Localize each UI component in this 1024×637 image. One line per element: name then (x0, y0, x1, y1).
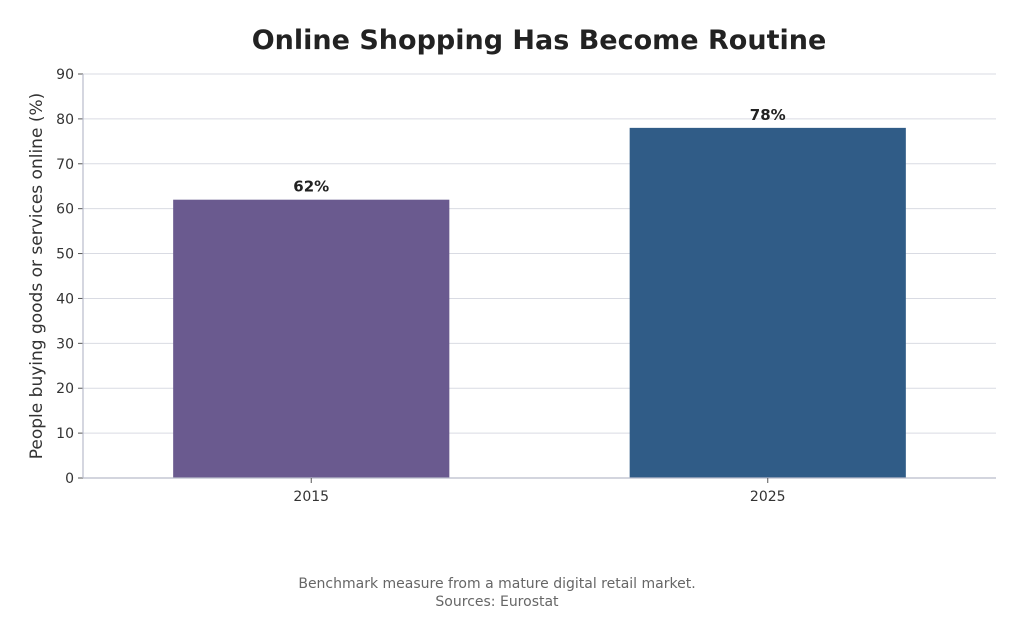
y-axis-label: People buying goods or services online (… (27, 93, 47, 459)
data-labels: 62% 78% (293, 106, 785, 196)
y-tick-label: 30 (56, 336, 74, 352)
data-label-2025: 78% (750, 106, 786, 124)
y-tick-label: 50 (56, 247, 74, 263)
bar-2015 (173, 199, 450, 478)
y-tick-label: 10 (56, 426, 74, 442)
y-tick-label: 0 (65, 471, 74, 487)
x-tick-label: 2025 (750, 489, 786, 505)
y-tick-label: 80 (56, 112, 74, 128)
x-tick-label: 2015 (293, 489, 329, 505)
y-tick-label: 90 (56, 67, 74, 83)
data-label-2015: 62% (293, 178, 329, 196)
footnote-source: Sources: Eurostat (435, 594, 559, 610)
bars (173, 127, 906, 478)
y-tick-label: 60 (56, 202, 74, 218)
footnote-text: Benchmark measure from a mature digital … (298, 576, 696, 592)
y-tick-label: 20 (56, 381, 74, 397)
y-tick-label: 40 (56, 291, 74, 307)
bar-2025 (629, 127, 906, 478)
y-tick-label: 70 (56, 157, 74, 173)
axes: 0 10 20 30 40 50 60 70 80 90 2015 2025 (56, 67, 996, 505)
chart-title: Online Shopping Has Become Routine (252, 25, 827, 56)
